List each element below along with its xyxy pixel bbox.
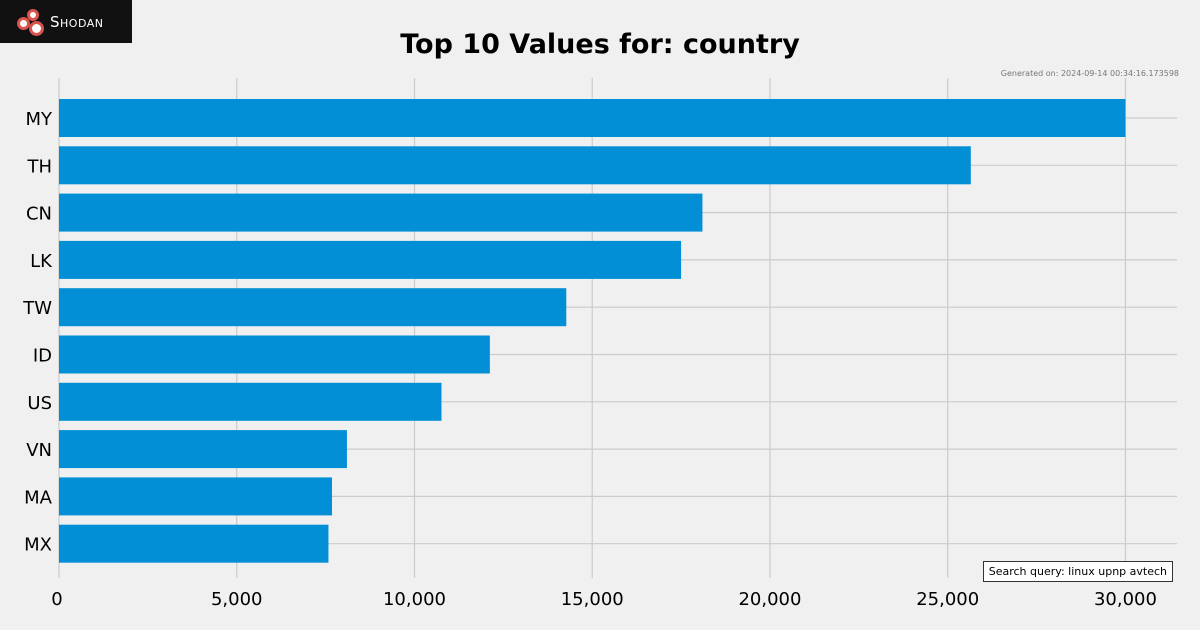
bar-tw — [59, 288, 567, 327]
x-tick-label: 0 — [51, 589, 62, 610]
y-tick-label: CN — [26, 204, 52, 225]
search-query-box: Search query: linux upnp avtech — [982, 561, 1173, 582]
y-tick-label: MA — [24, 487, 53, 508]
bar-id — [59, 335, 490, 374]
bars — [59, 99, 1126, 563]
shodan-logo-icon — [15, 6, 47, 38]
y-tick-label: US — [27, 393, 52, 414]
bar-cn — [59, 193, 703, 232]
x-tick-label: 30,000 — [1094, 589, 1157, 610]
x-tick-label: 25,000 — [916, 589, 979, 610]
x-tick-label: 20,000 — [738, 589, 801, 610]
x-tick-label: 10,000 — [383, 589, 446, 610]
generated-timestamp: Generated on: 2024-09-14 00:34:16.173598 — [1000, 69, 1179, 78]
bar-th — [59, 146, 971, 185]
y-tick-label: ID — [33, 346, 52, 367]
bar-lk — [59, 240, 682, 279]
bar-vn — [59, 430, 347, 469]
y-tick-label: TW — [22, 298, 52, 319]
logo-text: Shodan — [50, 12, 104, 31]
y-tick-label: TH — [26, 156, 52, 177]
y-tick-label: LK — [30, 251, 53, 272]
shodan-logo: Shodan — [0, 0, 132, 43]
bar-my — [59, 99, 1126, 137]
y-tick-label: MX — [24, 535, 52, 556]
chart-title: Top 10 Values for: country — [400, 29, 800, 60]
y-tick-label: MY — [25, 109, 53, 130]
x-tick-label: 5,000 — [211, 589, 263, 610]
x-tick-label: 15,000 — [561, 589, 624, 610]
bar-mx — [59, 524, 329, 563]
y-tick-label: VN — [26, 440, 52, 461]
axis-labels: 0 5,000 10,000 15,000 20,000 25,000 30,000 MY TH… — [22, 109, 1157, 610]
bar-ma — [59, 477, 333, 516]
bar-us — [59, 382, 442, 421]
